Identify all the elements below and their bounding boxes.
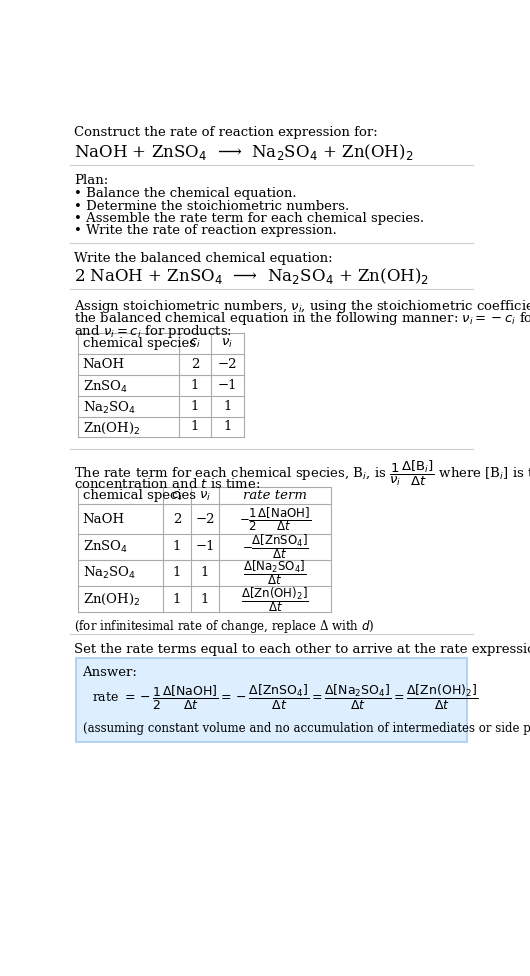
Bar [76,659,467,742]
Text: $\nu_i$: $\nu_i$ [199,489,211,503]
Text: chemical species: chemical species [83,338,196,350]
Text: 1: 1 [173,541,181,553]
Text: −2: −2 [195,512,215,525]
Text: • Balance the chemical equation.: • Balance the chemical equation. [74,187,297,200]
Text: NaOH: NaOH [83,512,125,525]
Text: • Write the rate of reaction expression.: • Write the rate of reaction expression. [74,224,337,237]
Text: −2: −2 [218,358,237,371]
Text: $-\dfrac{\Delta[\mathrm{ZnSO_4}]}{\Delta t}$: $-\dfrac{\Delta[\mathrm{ZnSO_4}]}{\Delta… [242,532,308,561]
Text: −1: −1 [218,379,237,392]
Text: (for infinitesimal rate of change, replace Δ with $d$): (for infinitesimal rate of change, repla… [74,619,375,635]
Text: NaOH + ZnSO$_4$  ⟶  Na$_2$SO$_4$ + Zn(OH)$_2$: NaOH + ZnSO$_4$ ⟶ Na$_2$SO$_4$ + Zn(OH)$… [74,142,413,162]
Text: the balanced chemical equation in the following manner: $\nu_i = -c_i$ for react: the balanced chemical equation in the fo… [74,310,530,327]
Text: Answer:: Answer: [83,667,137,679]
Text: 1: 1 [201,592,209,606]
Text: Set the rate terms equal to each other to arrive at the rate expression:: Set the rate terms equal to each other t… [74,643,530,656]
Text: rate $= -\dfrac{1}{2}\dfrac{\Delta[\mathrm{NaOH}]}{\Delta t} = -\dfrac{\Delta[\m: rate $= -\dfrac{1}{2}\dfrac{\Delta[\math… [92,683,478,712]
Text: Construct the rate of reaction expression for:: Construct the rate of reaction expressio… [74,126,378,140]
Text: Write the balanced chemical equation:: Write the balanced chemical equation: [74,252,333,264]
Text: $\nu_i$: $\nu_i$ [222,338,233,350]
Text: Assign stoichiometric numbers, $\nu_i$, using the stoichiometric coefficients, $: Assign stoichiometric numbers, $\nu_i$, … [74,298,530,315]
Text: 1: 1 [223,400,232,413]
Text: $c_i$: $c_i$ [189,338,201,350]
Text: $c_i$: $c_i$ [171,489,183,503]
Text: 1: 1 [223,421,232,433]
Text: $\dfrac{\Delta[\mathrm{Na_2SO_4}]}{\Delta t}$: $\dfrac{\Delta[\mathrm{Na_2SO_4}]}{\Delt… [243,558,307,588]
Text: NaOH: NaOH [83,358,125,371]
Text: 2: 2 [191,358,199,371]
Text: Zn(OH)$_2$: Zn(OH)$_2$ [83,591,140,607]
Text: 1: 1 [191,400,199,413]
Text: and $\nu_i = c_i$ for products:: and $\nu_i = c_i$ for products: [74,323,232,340]
Text: 1: 1 [173,592,181,606]
Text: Zn(OH)$_2$: Zn(OH)$_2$ [83,421,140,435]
Text: concentration and $t$ is time:: concentration and $t$ is time: [74,476,260,491]
Text: The rate term for each chemical species, B$_i$, is $\dfrac{1}{\nu_i}\dfrac{\Delt: The rate term for each chemical species,… [74,458,530,488]
Text: 2: 2 [173,512,181,525]
Text: ZnSO$_4$: ZnSO$_4$ [83,379,128,395]
Text: • Determine the stoichiometric numbers.: • Determine the stoichiometric numbers. [74,199,349,213]
Text: (assuming constant volume and no accumulation of intermediates or side products): (assuming constant volume and no accumul… [83,721,530,735]
Text: 1: 1 [173,566,181,580]
Text: Na$_2$SO$_4$: Na$_2$SO$_4$ [83,400,136,416]
Text: Na$_2$SO$_4$: Na$_2$SO$_4$ [83,565,136,581]
Text: $\dfrac{\Delta[\mathrm{Zn(OH)_2}]}{\Delta t}$: $\dfrac{\Delta[\mathrm{Zn(OH)_2}]}{\Delt… [241,585,309,614]
Text: rate term: rate term [243,489,307,503]
Text: ZnSO$_4$: ZnSO$_4$ [83,539,128,554]
Text: −1: −1 [195,541,215,553]
Text: 1: 1 [191,421,199,433]
Text: chemical species: chemical species [83,489,196,503]
Text: • Assemble the rate term for each chemical species.: • Assemble the rate term for each chemic… [74,212,424,224]
Text: 1: 1 [191,379,199,392]
Text: 2 NaOH + ZnSO$_4$  ⟶  Na$_2$SO$_4$ + Zn(OH)$_2$: 2 NaOH + ZnSO$_4$ ⟶ Na$_2$SO$_4$ + Zn(OH… [74,265,429,286]
Text: Plan:: Plan: [74,174,108,187]
Text: $-\dfrac{1}{2}\dfrac{\Delta[\mathrm{NaOH}]}{\Delta t}$: $-\dfrac{1}{2}\dfrac{\Delta[\mathrm{NaOH… [239,506,311,533]
Text: 1: 1 [201,566,209,580]
